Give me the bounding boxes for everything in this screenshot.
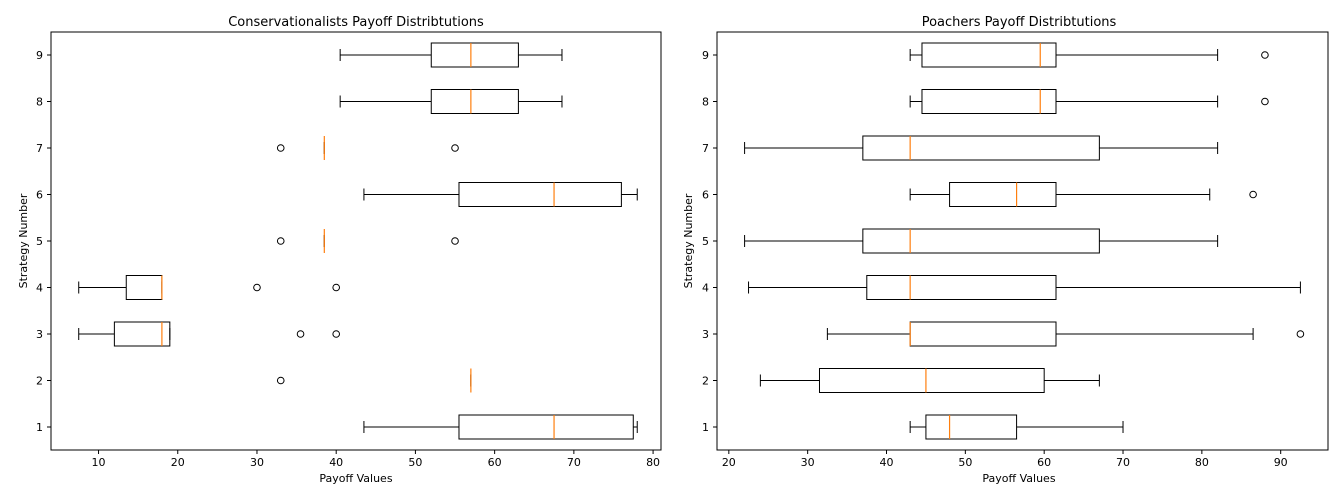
y-tick-label: 8	[36, 96, 43, 109]
x-tick-label: 80	[1195, 456, 1209, 469]
x-tick-label: 20	[722, 456, 736, 469]
outlier-point	[296, 330, 305, 338]
y-tick-label: 3	[36, 328, 43, 341]
box-strategy-4	[748, 275, 1301, 300]
y-tick-label: 2	[36, 375, 43, 388]
outlier-point	[276, 376, 285, 385]
y-tick-label: 6	[702, 189, 709, 202]
outlier-point	[451, 237, 459, 245]
iqr-box	[430, 89, 519, 114]
outlier-point	[1249, 190, 1257, 199]
x-tick-label: 70	[567, 456, 581, 469]
y-tick-label: 9	[702, 49, 709, 62]
iqr-box	[925, 414, 1018, 440]
iqr-box	[866, 275, 1057, 300]
y-tick-label: 7	[702, 142, 709, 155]
chart-title: Conservationalists Payoff Distribtutions	[228, 15, 484, 30]
x-tick-label: 70	[1116, 456, 1130, 469]
y-tick-label: 6	[36, 189, 43, 202]
iqr-box	[909, 321, 1057, 347]
y-tick-label: 2	[702, 375, 709, 388]
outlier-point	[1261, 97, 1269, 106]
x-tick-label: 50	[958, 456, 972, 469]
iqr-box	[430, 42, 519, 68]
x-tick-label: 80	[646, 456, 660, 469]
outlier-point	[451, 144, 459, 152]
x-tick-label: 40	[880, 456, 894, 469]
x-tick-label: 60	[1037, 456, 1051, 469]
iqr-box	[458, 414, 634, 440]
y-axis-label: Strategy Number	[17, 193, 30, 288]
y-tick-label: 7	[36, 142, 43, 155]
x-tick-label: 50	[408, 456, 422, 469]
y-tick-label: 3	[702, 328, 709, 341]
x-tick-label: 60	[488, 456, 502, 469]
box-strategy-9	[339, 42, 563, 68]
box-strategy-3	[78, 321, 340, 347]
box-strategy-2	[759, 368, 1100, 393]
box-strategy-2	[276, 368, 472, 393]
x-tick-label: 10	[92, 456, 106, 469]
y-tick-label: 8	[702, 96, 709, 109]
x-tick-label: 30	[801, 456, 815, 469]
y-tick-label: 5	[36, 235, 43, 248]
iqr-box	[862, 135, 1100, 161]
y-tick-label: 4	[702, 282, 709, 295]
y-tick-label: 9	[36, 49, 43, 62]
outlier-point	[1261, 51, 1269, 59]
outlier-point	[276, 144, 285, 152]
box-strategy-7	[276, 136, 459, 160]
y-tick-label: 4	[36, 282, 43, 295]
iqr-box	[125, 275, 163, 300]
y-tick-label: 1	[702, 421, 709, 434]
iqr-box	[818, 368, 1045, 393]
box-strategy-4	[78, 275, 340, 300]
y-tick-label: 5	[702, 235, 709, 248]
x-tick-label: 20	[171, 456, 185, 469]
x-axis-label: Payoff Values	[319, 472, 392, 485]
outlier-point	[1296, 330, 1305, 338]
x-tick-label: 30	[250, 456, 264, 469]
box-strategy-1	[363, 414, 638, 440]
iqr-box	[862, 228, 1100, 254]
outlier-point	[276, 237, 285, 245]
box-strategy-1	[909, 414, 1124, 440]
box-strategy-7	[744, 135, 1219, 161]
box-strategy-6	[363, 182, 638, 207]
outlier-point	[332, 330, 340, 338]
box-strategy-9	[909, 42, 1269, 68]
poachers-chart: Poachers Payoff Distribtutions Payoff Va…	[682, 15, 1329, 485]
iqr-box	[458, 182, 622, 207]
box-strategy-6	[909, 182, 1257, 207]
conservationalists-chart: Conservationalists Payoff Distribtutions…	[17, 15, 662, 485]
box-strategy-5	[744, 228, 1219, 254]
box-strategy-3	[826, 321, 1305, 347]
chart-title: Poachers Payoff Distribtutions	[922, 15, 1117, 30]
box-strategy-8	[909, 89, 1269, 114]
x-axis-label: Payoff Values	[982, 472, 1055, 485]
box-strategy-5	[276, 229, 459, 253]
y-axis-label: Strategy Number	[682, 193, 695, 288]
iqr-box	[949, 182, 1057, 207]
outlier-point	[253, 283, 261, 292]
iqr-box	[921, 42, 1057, 68]
plot-frame	[50, 31, 662, 451]
iqr-box	[921, 89, 1057, 114]
outlier-point	[332, 283, 340, 292]
box-strategy-8	[339, 89, 563, 114]
x-tick-label: 40	[329, 456, 343, 469]
y-tick-label: 1	[36, 421, 43, 434]
iqr-box	[113, 321, 171, 347]
x-tick-label: 90	[1274, 456, 1288, 469]
